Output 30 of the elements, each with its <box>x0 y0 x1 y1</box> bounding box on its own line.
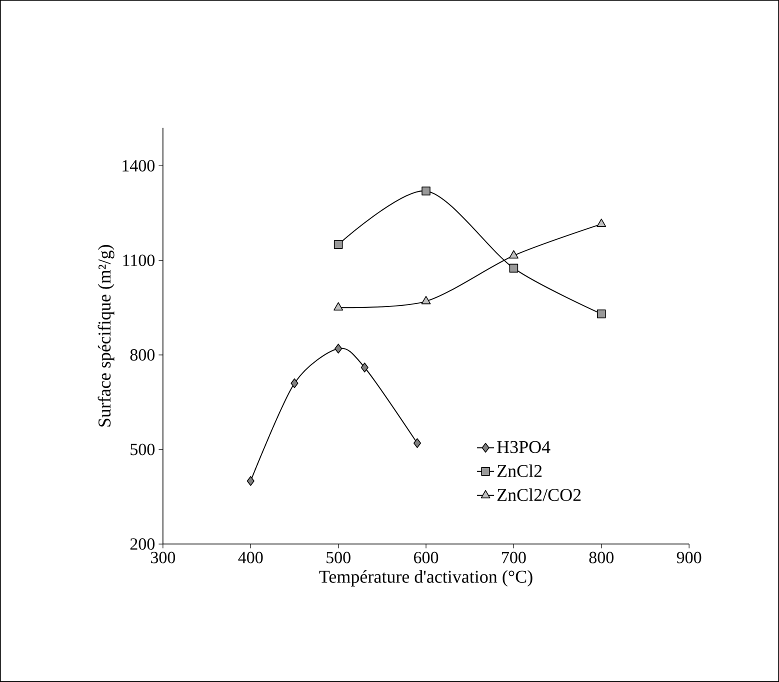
point <box>422 186 430 196</box>
x-tick-label: 300 <box>151 552 176 564</box>
point <box>334 240 343 249</box>
point <box>334 302 344 311</box>
point <box>290 378 298 388</box>
point <box>509 264 518 273</box>
x-tick-label: 600 <box>414 552 438 564</box>
x-axis-title: Température d'activation (°C) <box>319 570 532 586</box>
point <box>334 344 342 354</box>
y-tick-label: 800 <box>130 349 155 361</box>
x-tick-label: 500 <box>326 552 350 564</box>
legend-label: H3PO4 <box>497 441 550 454</box>
point <box>508 250 518 259</box>
point <box>246 476 254 486</box>
x-tick-label: 400 <box>238 552 263 564</box>
legend-label: ZnCl2 <box>497 464 542 478</box>
x-tick-label: 700 <box>502 552 526 564</box>
point <box>360 362 368 372</box>
point <box>596 218 606 227</box>
x-tick-label: 800 <box>589 552 614 564</box>
point <box>596 310 606 318</box>
y-tick-label: 1400 <box>122 160 155 172</box>
y-tick-label: 500 <box>130 444 155 456</box>
legend-label: ZnCl2/CO2 <box>497 488 581 502</box>
point <box>413 438 422 448</box>
y-axis-title: Surface spécifique (m²/g) <box>98 245 114 426</box>
point <box>421 296 431 304</box>
y-tick-label: 200 <box>130 538 155 550</box>
x-tick-label: 900 <box>676 552 702 564</box>
y-tick-label: 1100 <box>123 254 155 266</box>
